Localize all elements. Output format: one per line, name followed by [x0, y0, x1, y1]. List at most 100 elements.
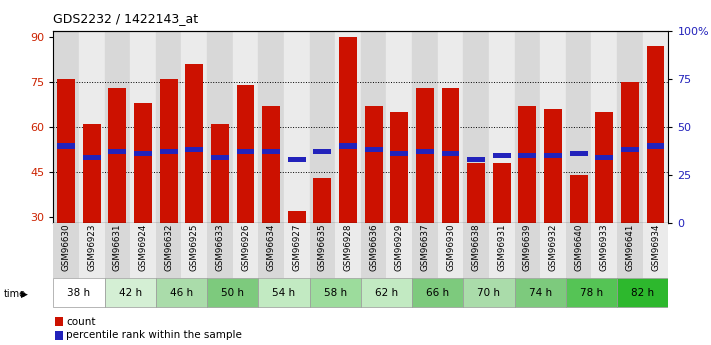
Text: GSM96932: GSM96932 [548, 224, 557, 271]
Bar [467, 163, 485, 223]
Bar [335, 31, 360, 223]
Bar [515, 223, 540, 278]
Bar [643, 223, 668, 278]
Bar [515, 278, 566, 307]
Bar [360, 223, 387, 278]
Bar [438, 31, 464, 223]
Bar [544, 153, 562, 158]
Bar [211, 124, 229, 223]
Bar [284, 31, 309, 223]
Bar [314, 178, 331, 223]
Bar [390, 151, 408, 156]
Bar [237, 149, 255, 154]
Bar [566, 31, 592, 223]
Text: GSM96636: GSM96636 [369, 224, 378, 271]
Bar [390, 112, 408, 223]
Bar [258, 31, 284, 223]
Text: GDS2232 / 1422143_at: GDS2232 / 1422143_at [53, 12, 198, 25]
Bar [412, 278, 464, 307]
Bar [237, 85, 255, 223]
Bar [544, 109, 562, 223]
Bar [570, 175, 587, 223]
Text: GSM96933: GSM96933 [600, 224, 609, 271]
Bar [518, 153, 536, 158]
Bar [284, 223, 309, 278]
Bar [232, 31, 258, 223]
Bar [156, 223, 181, 278]
Bar [646, 143, 665, 149]
Bar [309, 223, 335, 278]
Bar [592, 223, 617, 278]
Bar [365, 147, 383, 152]
Bar [156, 31, 181, 223]
Text: count: count [66, 317, 95, 326]
Bar [412, 223, 438, 278]
Bar [339, 143, 357, 149]
Bar [412, 31, 438, 223]
Text: GSM96930: GSM96930 [446, 224, 455, 271]
Bar [493, 153, 510, 158]
Bar [617, 278, 668, 307]
Bar [134, 103, 152, 223]
Text: GSM96635: GSM96635 [318, 224, 327, 271]
Bar [160, 79, 178, 223]
Bar [108, 149, 127, 154]
Bar [160, 149, 178, 154]
Bar [82, 155, 101, 160]
Text: GSM96928: GSM96928 [343, 224, 353, 271]
Bar [442, 88, 459, 223]
Bar [438, 223, 464, 278]
Text: time: time [4, 289, 26, 299]
Bar [518, 106, 536, 223]
Bar [258, 223, 284, 278]
Text: 82 h: 82 h [631, 288, 654, 298]
Text: 58 h: 58 h [324, 288, 347, 298]
Bar [566, 278, 617, 307]
Bar [592, 31, 617, 223]
Bar [566, 223, 592, 278]
Bar [387, 223, 412, 278]
Bar [130, 31, 156, 223]
Bar [211, 155, 229, 160]
Bar [360, 278, 412, 307]
Bar [309, 278, 360, 307]
Bar [570, 151, 587, 156]
Text: GSM96923: GSM96923 [87, 224, 96, 271]
Text: GSM96638: GSM96638 [471, 224, 481, 271]
Bar [464, 278, 515, 307]
Bar [335, 223, 360, 278]
Bar [232, 223, 258, 278]
Bar [130, 223, 156, 278]
Bar [617, 31, 643, 223]
Text: GSM96634: GSM96634 [267, 224, 276, 271]
Bar [105, 278, 156, 307]
Text: 38 h: 38 h [68, 288, 90, 298]
Bar [105, 31, 130, 223]
Bar [186, 147, 203, 152]
Bar [387, 31, 412, 223]
Bar [595, 155, 614, 160]
Text: GSM96931: GSM96931 [497, 224, 506, 271]
Text: GSM96637: GSM96637 [420, 224, 429, 271]
Bar [262, 106, 280, 223]
Text: GSM96640: GSM96640 [574, 224, 583, 271]
Bar [339, 37, 357, 223]
Bar [464, 31, 489, 223]
Bar [186, 64, 203, 223]
Bar [156, 278, 207, 307]
Bar [595, 112, 614, 223]
Text: GSM96632: GSM96632 [164, 224, 173, 271]
Bar [288, 157, 306, 162]
Bar [309, 31, 335, 223]
Text: percentile rank within the sample: percentile rank within the sample [66, 331, 242, 340]
Text: 78 h: 78 h [580, 288, 603, 298]
Text: GSM96934: GSM96934 [651, 224, 660, 271]
Bar [207, 31, 232, 223]
Bar [53, 278, 105, 307]
Bar [646, 46, 665, 223]
Text: 50 h: 50 h [221, 288, 244, 298]
Text: 70 h: 70 h [478, 288, 501, 298]
Text: GSM96925: GSM96925 [190, 224, 199, 271]
Bar [617, 223, 643, 278]
Text: GSM96641: GSM96641 [626, 224, 634, 271]
